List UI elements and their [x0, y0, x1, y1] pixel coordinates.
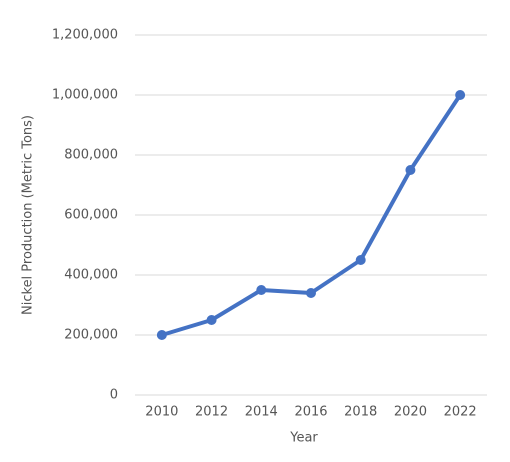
- data-point: [455, 90, 466, 100]
- y-axis-title: Nickel Production (Metric Tons): [21, 115, 36, 315]
- y-tick-label: 0: [110, 388, 118, 403]
- data-point: [206, 315, 217, 325]
- x-tick-label: 2012: [195, 405, 228, 420]
- x-axis-title: Year: [289, 431, 318, 446]
- data-point: [405, 165, 416, 175]
- data-point: [306, 288, 316, 298]
- x-tick-label: 2014: [245, 405, 278, 420]
- data-point: [156, 330, 167, 340]
- x-tick-label: 2022: [444, 405, 477, 420]
- data-point: [256, 285, 267, 295]
- y-tick-label: 400,000: [64, 268, 118, 283]
- y-tick-label: 1,000,000: [52, 88, 118, 103]
- data-point: [355, 255, 366, 265]
- x-tick-label: 2018: [344, 405, 377, 420]
- x-tick-label: 2010: [145, 405, 178, 420]
- y-tick-label: 1,200,000: [52, 28, 118, 43]
- y-tick-label: 600,000: [64, 208, 118, 223]
- x-tick-label: 2020: [394, 405, 427, 420]
- y-tick-label: 200,000: [64, 328, 118, 343]
- x-tick-label: 2016: [294, 405, 327, 420]
- y-tick-label: 800,000: [64, 148, 118, 163]
